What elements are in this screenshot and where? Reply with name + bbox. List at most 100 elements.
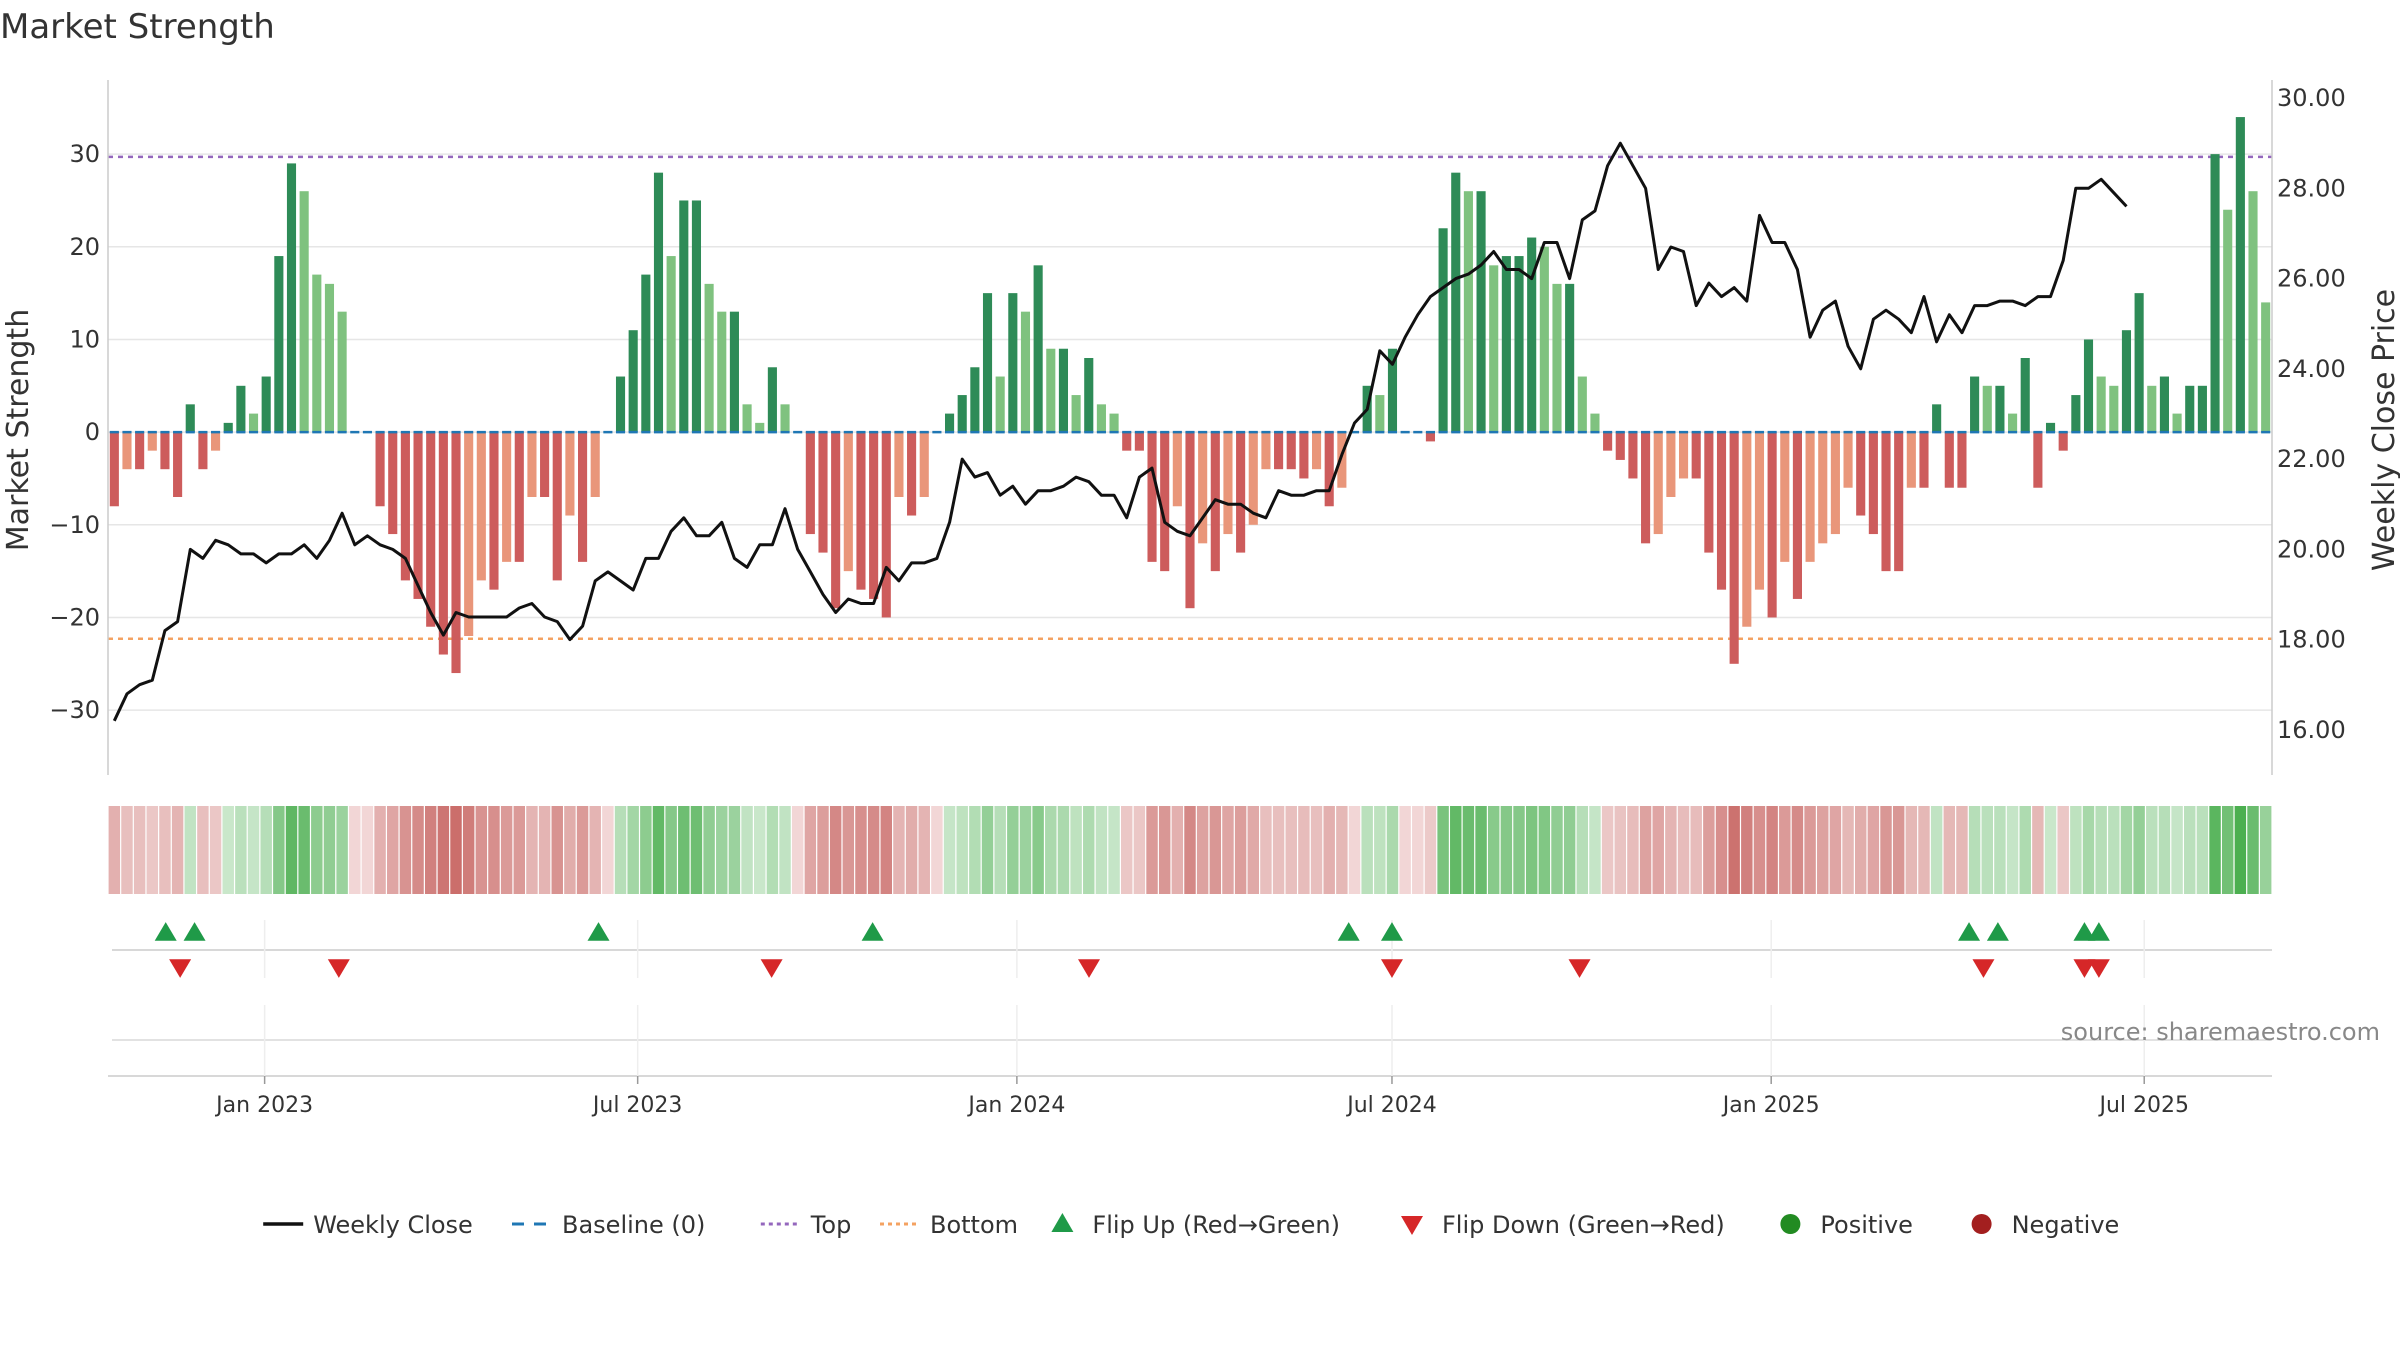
heat-cell <box>1196 806 1209 894</box>
heat-cell <box>1551 806 1563 894</box>
heat-cell <box>1247 806 1260 894</box>
strength-bar <box>995 376 1005 433</box>
strength-bar <box>1084 358 1094 433</box>
strength-bar <box>1425 432 1436 442</box>
y-right-tick-label: 20.00 <box>2277 535 2346 563</box>
strength-bar <box>1603 432 1613 451</box>
chart-title: Market Strength <box>0 7 275 47</box>
strength-bar <box>641 274 651 433</box>
y-left-tick-label: 20 <box>69 233 100 261</box>
flip-down-marker <box>169 959 192 978</box>
heat-cell <box>589 806 601 894</box>
heat-cell <box>1146 806 1158 894</box>
strength-bar <box>653 172 664 433</box>
strength-bar <box>1185 432 1195 609</box>
y-right-tick-label: 28.00 <box>2277 174 2346 202</box>
heat-cell <box>108 806 121 894</box>
legend-item: Negative <box>1971 1211 2119 1239</box>
strength-bar <box>1514 256 1524 433</box>
heat-cell <box>2171 806 2183 894</box>
strength-bar <box>1311 432 1322 470</box>
heat-cell <box>222 806 234 894</box>
strength-bar <box>2096 376 2106 433</box>
heat-cell <box>1158 806 1171 894</box>
heat-cell <box>703 806 715 894</box>
heat-cell <box>1374 806 1386 894</box>
strength-bar <box>2147 385 2157 433</box>
strength-bar <box>2071 395 2081 433</box>
heat-cell <box>1184 806 1196 894</box>
strength-bar <box>400 432 410 581</box>
strength-bars <box>109 117 2271 674</box>
strength-bar <box>1096 404 1106 433</box>
flip-up-marker <box>1380 922 1403 941</box>
heat-cell <box>323 806 336 894</box>
strength-bar <box>1565 283 1575 433</box>
strength-bar <box>1337 432 1347 488</box>
heat-cell <box>893 806 905 894</box>
heat-cell <box>1272 806 1285 894</box>
heat-cell <box>842 806 855 894</box>
strength-bar <box>590 432 600 497</box>
strength-bar <box>514 432 524 562</box>
legend-swatch <box>1401 1216 1423 1235</box>
heat-cell <box>538 806 551 894</box>
strength-bar <box>248 413 259 433</box>
heat-cell <box>184 806 196 894</box>
heat-cell <box>1779 806 1791 894</box>
flip-up-marker <box>183 922 206 941</box>
strength-bar <box>856 432 866 590</box>
strength-bar <box>894 432 904 497</box>
heat-cell <box>374 806 386 894</box>
strength-bar <box>1691 432 1701 479</box>
weekly-close-line <box>112 141 2128 722</box>
legend-item: Top <box>760 1211 851 1239</box>
heat-cell <box>564 806 576 894</box>
strength-bar <box>2109 385 2119 433</box>
strength-bar <box>438 432 448 655</box>
strength-bar <box>1489 265 1499 433</box>
flip-up-marker <box>154 922 177 941</box>
strength-bar <box>185 404 195 433</box>
strength-bar <box>2033 432 2043 488</box>
heat-cell <box>2006 806 2019 894</box>
heat-cell <box>1298 806 1310 894</box>
axes: −30 −20 −10 0 10 20 30 16.00 18.00 20.00 22.00 24.0… <box>49 80 2346 775</box>
heat-cell <box>1070 806 1082 894</box>
heat-cell <box>1665 806 1677 894</box>
heat-cell <box>994 806 1006 894</box>
legend-label: Flip Down (Green→Red) <box>1442 1211 1725 1239</box>
heat-cell <box>1905 806 1918 894</box>
strength-bar <box>843 432 853 572</box>
strength-bar <box>1451 172 1461 433</box>
heat-cell <box>1108 806 1120 894</box>
heat-cell <box>741 806 753 894</box>
strength-bar <box>1742 432 1752 627</box>
y-left-tick-label: −10 <box>49 511 100 539</box>
heat-cell <box>1019 806 1032 894</box>
flip-up-marker <box>1958 922 1981 941</box>
strength-bar <box>261 376 271 433</box>
heat-cell <box>766 806 779 894</box>
strength-bar <box>1236 432 1246 553</box>
strength-bar <box>1995 385 2005 433</box>
heat-cell <box>2234 806 2247 894</box>
strength-bar <box>198 432 208 470</box>
heat-cell <box>551 806 563 894</box>
heat-cell <box>1652 806 1664 894</box>
flip-markers <box>112 920 2272 978</box>
heat-cell <box>754 806 766 894</box>
strength-bar <box>1856 432 1866 516</box>
heat-cell <box>1386 806 1399 894</box>
strength-bar <box>1906 432 1916 488</box>
heat-cell <box>1956 806 1968 894</box>
x-tick-label: Jan 2025 <box>1721 1093 1820 1118</box>
strength-heat-strip <box>108 806 2272 894</box>
heat-cell <box>1804 806 1816 894</box>
x-tick-label: Jul 2024 <box>1345 1093 1437 1118</box>
legend-item: Bottom <box>880 1211 1018 1239</box>
strength-bar <box>1375 395 1385 433</box>
strength-bar <box>2058 432 2068 451</box>
heat-cell <box>1209 806 1222 894</box>
heat-cell <box>1222 806 1234 894</box>
